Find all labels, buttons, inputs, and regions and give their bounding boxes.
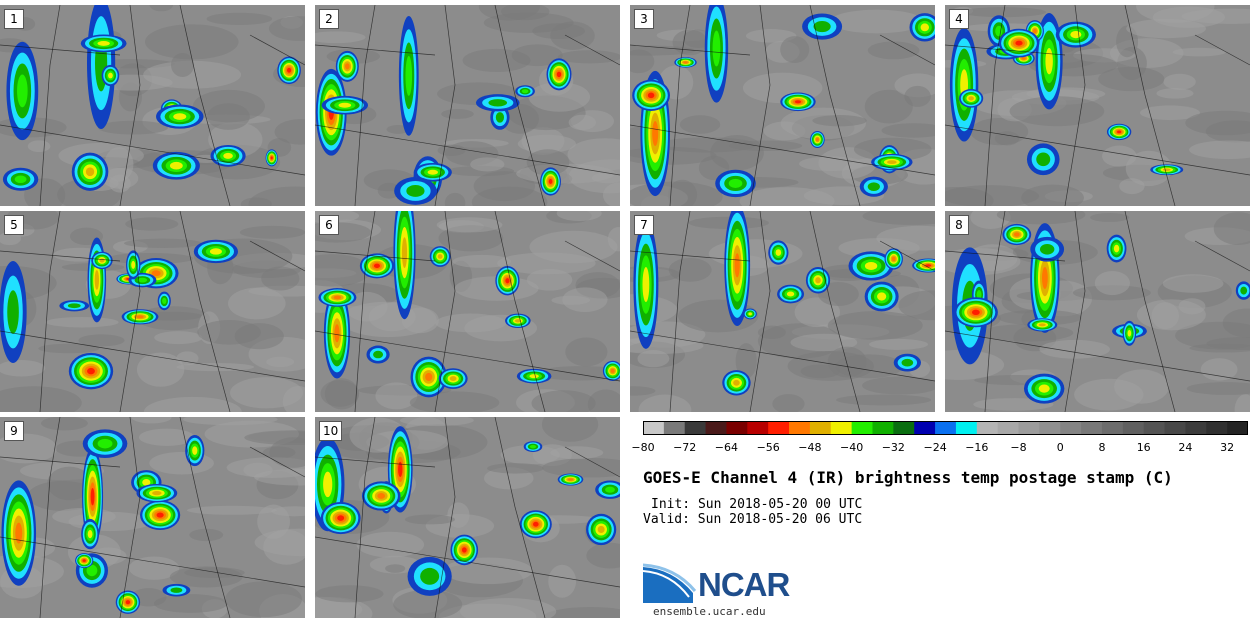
- colorbar-swatch: [1185, 421, 1207, 435]
- panel-label: 1: [4, 9, 24, 29]
- colorbar-swatch: [1227, 421, 1248, 435]
- colorbar-tick-label: −40: [839, 441, 864, 454]
- colorbar-swatch: [935, 421, 957, 435]
- colorbar-tick-label: −56: [756, 441, 780, 454]
- colorbar-swatch: [789, 421, 811, 435]
- colorbar-swatch: [768, 421, 790, 435]
- logo-wordmark: NCAR: [698, 566, 790, 603]
- init-time: Init: Sun 2018-05-20 00 UTC: [651, 497, 863, 512]
- colorbar-swatch: [747, 421, 769, 435]
- colorbar-tick-label: −32: [881, 441, 905, 454]
- colorbar-tick-label: 8: [1098, 441, 1106, 454]
- colorbar-swatch: [1039, 421, 1061, 435]
- colorbar-swatch: [663, 421, 686, 435]
- map-panel-2: 2: [315, 5, 620, 206]
- panel-label: 4: [949, 9, 969, 29]
- colorbar-tick-label: −80: [631, 441, 655, 454]
- site-url: ensemble.ucar.edu: [653, 605, 766, 618]
- ncar-logo-icon: [643, 563, 697, 603]
- colorbar-swatch: [705, 421, 727, 435]
- panel-label: 3: [634, 9, 654, 29]
- colorbar-swatch: [1143, 421, 1166, 435]
- panel-label: 5: [4, 215, 24, 235]
- colorbar-swatch: [955, 421, 978, 435]
- map-panel-4: 4: [945, 5, 1250, 206]
- map-panel-7: 7: [630, 211, 935, 412]
- map-panel-3: 3: [630, 5, 935, 206]
- panel-label: 7: [634, 215, 654, 235]
- colorbar-swatch: [872, 421, 894, 435]
- colorbar-swatch: [1018, 421, 1040, 435]
- colorbar-swatch: [1081, 421, 1103, 435]
- colorbar-swatch: [976, 421, 999, 435]
- map-panel-8: 8: [945, 211, 1250, 412]
- colorbar-tick-label: −24: [923, 441, 947, 454]
- panel-label: 6: [319, 215, 339, 235]
- colorbar-tick-label: −64: [714, 441, 738, 454]
- colorbar-swatch: [1122, 421, 1145, 435]
- figure-title: GOES-E Channel 4 (IR) brightness temp po…: [643, 468, 1173, 487]
- colorbar-swatch: [809, 421, 832, 435]
- colorbar-tick-label: 16: [1136, 441, 1151, 454]
- colorbar-tick-label: −72: [673, 441, 697, 454]
- valid-time: Valid: Sun 2018-05-20 06 UTC: [643, 512, 863, 527]
- map-panel-5: 5: [0, 211, 305, 412]
- colorbar-swatch: [893, 421, 915, 435]
- colorbar: [643, 421, 1248, 435]
- map-panel-6: 6: [315, 211, 620, 412]
- colorbar-tick-label: −48: [798, 441, 822, 454]
- map-panel-1: 1: [0, 5, 305, 206]
- colorbar-swatch: [1206, 421, 1228, 435]
- colorbar-swatch: [830, 421, 853, 435]
- colorbar-swatch: [1101, 421, 1124, 435]
- panel-label: 2: [319, 9, 339, 29]
- colorbar-tick-label: 32: [1220, 441, 1235, 454]
- colorbar-swatch: [684, 421, 707, 435]
- colorbar-swatch: [726, 421, 748, 435]
- colorbar-swatch: [1060, 421, 1082, 435]
- colorbar-tick-label: 0: [1056, 441, 1064, 454]
- colorbar-swatch: [914, 421, 936, 435]
- colorbar-swatch: [851, 421, 873, 435]
- colorbar-swatch: [1164, 421, 1186, 435]
- map-panel-10: 10: [315, 417, 620, 618]
- panel-label: 8: [949, 215, 969, 235]
- colorbar-tick-label: −8: [1010, 441, 1027, 454]
- panel-label: 10: [319, 421, 343, 441]
- colorbar-tick-label: −16: [965, 441, 989, 454]
- map-panel-9: 9: [0, 417, 305, 618]
- colorbar-swatch: [643, 421, 665, 435]
- colorbar-swatch: [997, 421, 1020, 435]
- panel-label: 9: [4, 421, 24, 441]
- colorbar-tick-label: 24: [1178, 441, 1193, 454]
